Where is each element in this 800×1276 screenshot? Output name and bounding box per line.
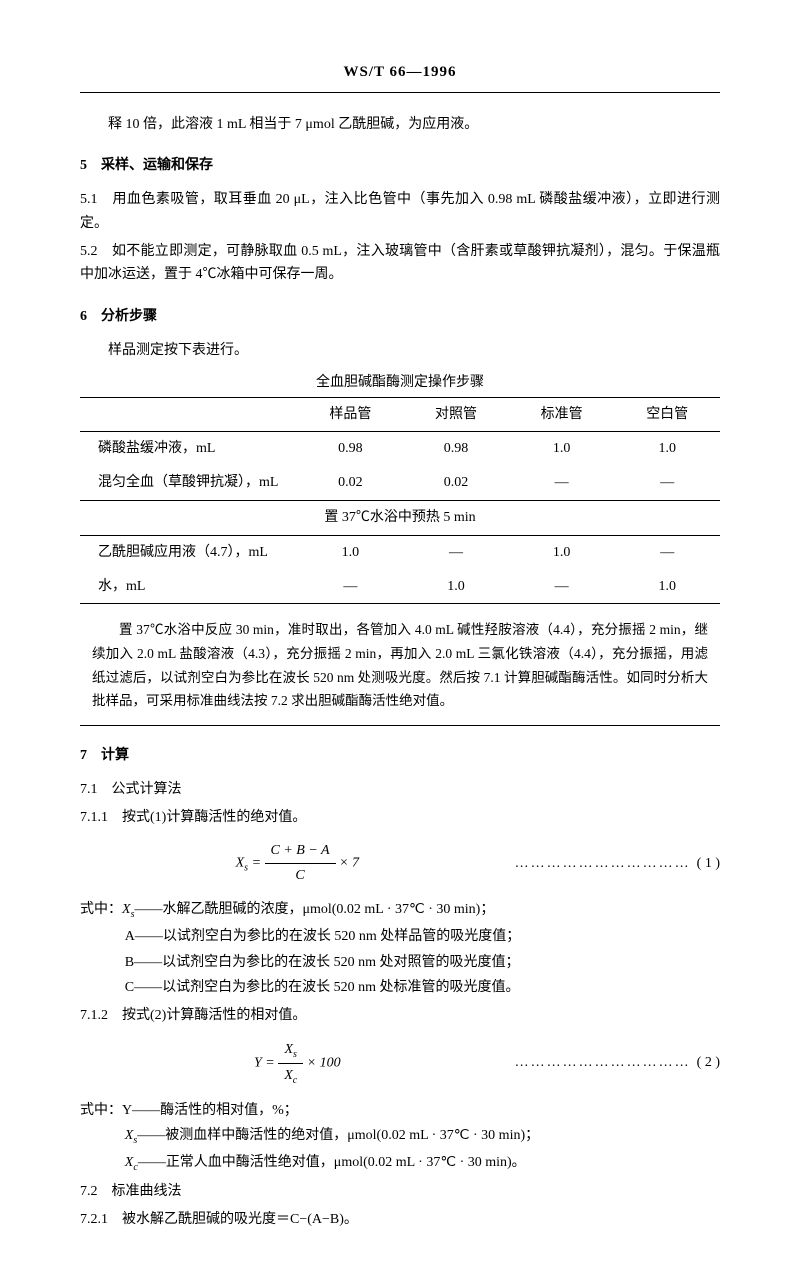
formula-2: Y = Xs Xc × 100 …………………………… ( 2 ) — [80, 1038, 720, 1089]
cell: 1.0 — [614, 432, 720, 466]
eq1-sub: s — [244, 863, 248, 874]
table-row: 水，mL — 1.0 — 1.0 — [80, 570, 720, 604]
section-5-title: 5 采样、运输和保存 — [80, 154, 720, 178]
eq2-mult: × 100 — [307, 1055, 341, 1070]
eq2-no: ( 2 ) — [697, 1051, 720, 1075]
section-6-title: 6 分析步骤 — [80, 305, 720, 329]
cell: — — [509, 466, 615, 500]
col-blank — [80, 397, 298, 432]
where-lead: 式中： — [80, 1103, 122, 1118]
table-note: 置 37℃水浴中反应 30 min，准时取出，各管加入 4.0 mL 碱性羟胺溶… — [80, 618, 720, 713]
para-5-1: 5.1 用血色素吸管，取耳垂血 20 μL，注入比色管中（事先加入 0.98 m… — [80, 188, 720, 236]
row-label: 乙酰胆碱应用液（4.7），mL — [80, 535, 298, 569]
eq1-frac: C + B − A C — [265, 839, 336, 888]
where1-line0: 式中：Xs——水解乙酰胆碱的浓度，μmol(0.02 mL · 37℃ · 30… — [80, 898, 720, 923]
eq2-dots: …………………………… — [515, 1051, 691, 1075]
row-label: 磷酸盐缓冲液，mL — [80, 432, 298, 466]
cell: 0.02 — [298, 466, 404, 500]
eq2-num: Xs — [278, 1038, 303, 1064]
where-lead: 式中： — [80, 902, 122, 917]
where1-line1: A——以试剂空白为参比的在波长 520 nm 处样品管的吸光度值； — [80, 925, 720, 949]
col-blank-tube: 空白管 — [614, 397, 720, 432]
table-row: 乙酰胆碱应用液（4.7），mL 1.0 — 1.0 — — [80, 535, 720, 569]
formula-1: Xs = C + B − A C × 7 …………………………… ( 1 ) — [80, 839, 720, 888]
where1-line3: C——以试剂空白为参比的在波长 520 nm 处标准管的吸光度值。 — [80, 976, 720, 1000]
where2-line1: Xs——被测血样中酶活性的绝对值，μmol(0.02 mL · 37℃ · 30… — [80, 1124, 720, 1149]
eq1-lhs: X — [236, 856, 245, 871]
procedure-table: 样品管 对照管 标准管 空白管 磷酸盐缓冲液，mL 0.98 0.98 1.0 … — [80, 397, 720, 605]
cell: 1.0 — [509, 535, 615, 569]
eq1-den: C — [265, 864, 336, 888]
cell: 1.0 — [509, 432, 615, 466]
cell: — — [614, 466, 720, 500]
where2-text0: Y——酶活性的相对值，%； — [122, 1103, 298, 1118]
row-label: 水，mL — [80, 570, 298, 604]
cell: 0.02 — [403, 466, 509, 500]
section-7-2: 7.2 标准曲线法 — [80, 1180, 720, 1204]
col-sample: 样品管 — [298, 397, 404, 432]
equals: = — [252, 856, 265, 871]
table-mid-row: 置 37℃水浴中预热 5 min — [80, 501, 720, 536]
eq1-mult: × 7 — [339, 856, 359, 871]
eq1-no: ( 1 ) — [697, 852, 720, 876]
cell: — — [298, 570, 404, 604]
eq1-num: C + B − A — [265, 839, 336, 864]
cell: 0.98 — [403, 432, 509, 466]
col-standard: 标准管 — [509, 397, 615, 432]
cell: 1.0 — [614, 570, 720, 604]
table-row: 混匀全血（草酸钾抗凝），mL 0.02 0.02 — — — [80, 466, 720, 500]
row-label: 混匀全血（草酸钾抗凝），mL — [80, 466, 298, 500]
where-block-1: 式中：Xs——水解乙酰胆碱的浓度，μmol(0.02 mL · 37℃ · 30… — [80, 898, 720, 1000]
where-block-2: 式中：Y——酶活性的相对值，%； Xs——被测血样中酶活性的绝对值，μmol(0… — [80, 1099, 720, 1176]
section-7-title: 7 计算 — [80, 744, 720, 768]
eq2-frac: Xs Xc — [278, 1038, 303, 1089]
doc-header: WS/T 66—1996 — [80, 60, 720, 93]
cell: 1.0 — [298, 535, 404, 569]
equals: = — [265, 1055, 278, 1070]
table-row: 磷酸盐缓冲液，mL 0.98 0.98 1.0 1.0 — [80, 432, 720, 466]
cell: — — [509, 570, 615, 604]
cell: — — [403, 535, 509, 569]
eq2-den: Xc — [278, 1064, 303, 1089]
formula-1-expr: Xs = C + B − A C × 7 — [80, 839, 515, 888]
where1-line2: B——以试剂空白为参比的在波长 520 nm 处对照管的吸光度值； — [80, 951, 720, 975]
section-7-1: 7.1 公式计算法 — [80, 778, 720, 802]
mid-instruction: 置 37℃水浴中预热 5 min — [80, 501, 720, 536]
section-7-1-1: 7.1.1 按式(1)计算酶活性的绝对值。 — [80, 806, 720, 830]
para-5-2: 5.2 如不能立即测定，可静脉取血 0.5 mL，注入玻璃管中（含肝素或草酸钾抗… — [80, 240, 720, 288]
eq1-dots: …………………………… — [515, 852, 691, 876]
cell: — — [614, 535, 720, 569]
col-control: 对照管 — [403, 397, 509, 432]
table-header-row: 样品管 对照管 标准管 空白管 — [80, 397, 720, 432]
formula-2-expr: Y = Xs Xc × 100 — [80, 1038, 515, 1089]
intro-para: 释 10 倍，此溶液 1 mL 相当于 7 μmol 乙酰胆碱，为应用液。 — [80, 113, 720, 137]
cell: 0.98 — [298, 432, 404, 466]
eq2-lhs: Y — [254, 1055, 262, 1070]
section-6-lead: 样品测定按下表进行。 — [80, 339, 720, 363]
table-title: 全血胆碱酯酶测定操作步骤 — [80, 371, 720, 395]
cell: 1.0 — [403, 570, 509, 604]
where2-line0: 式中：Y——酶活性的相对值，%； — [80, 1099, 720, 1123]
where2-line2: Xc——正常人血中酶活性绝对值，μmol(0.02 mL · 37℃ · 30 … — [80, 1151, 720, 1176]
note-text: 置 37℃水浴中反应 30 min，准时取出，各管加入 4.0 mL 碱性羟胺溶… — [92, 618, 708, 713]
divider — [80, 725, 720, 726]
section-7-2-1: 7.2.1 被水解乙酰胆碱的吸光度＝C−(A−B)。 — [80, 1208, 720, 1232]
section-7-1-2: 7.1.2 按式(2)计算酶活性的相对值。 — [80, 1004, 720, 1028]
